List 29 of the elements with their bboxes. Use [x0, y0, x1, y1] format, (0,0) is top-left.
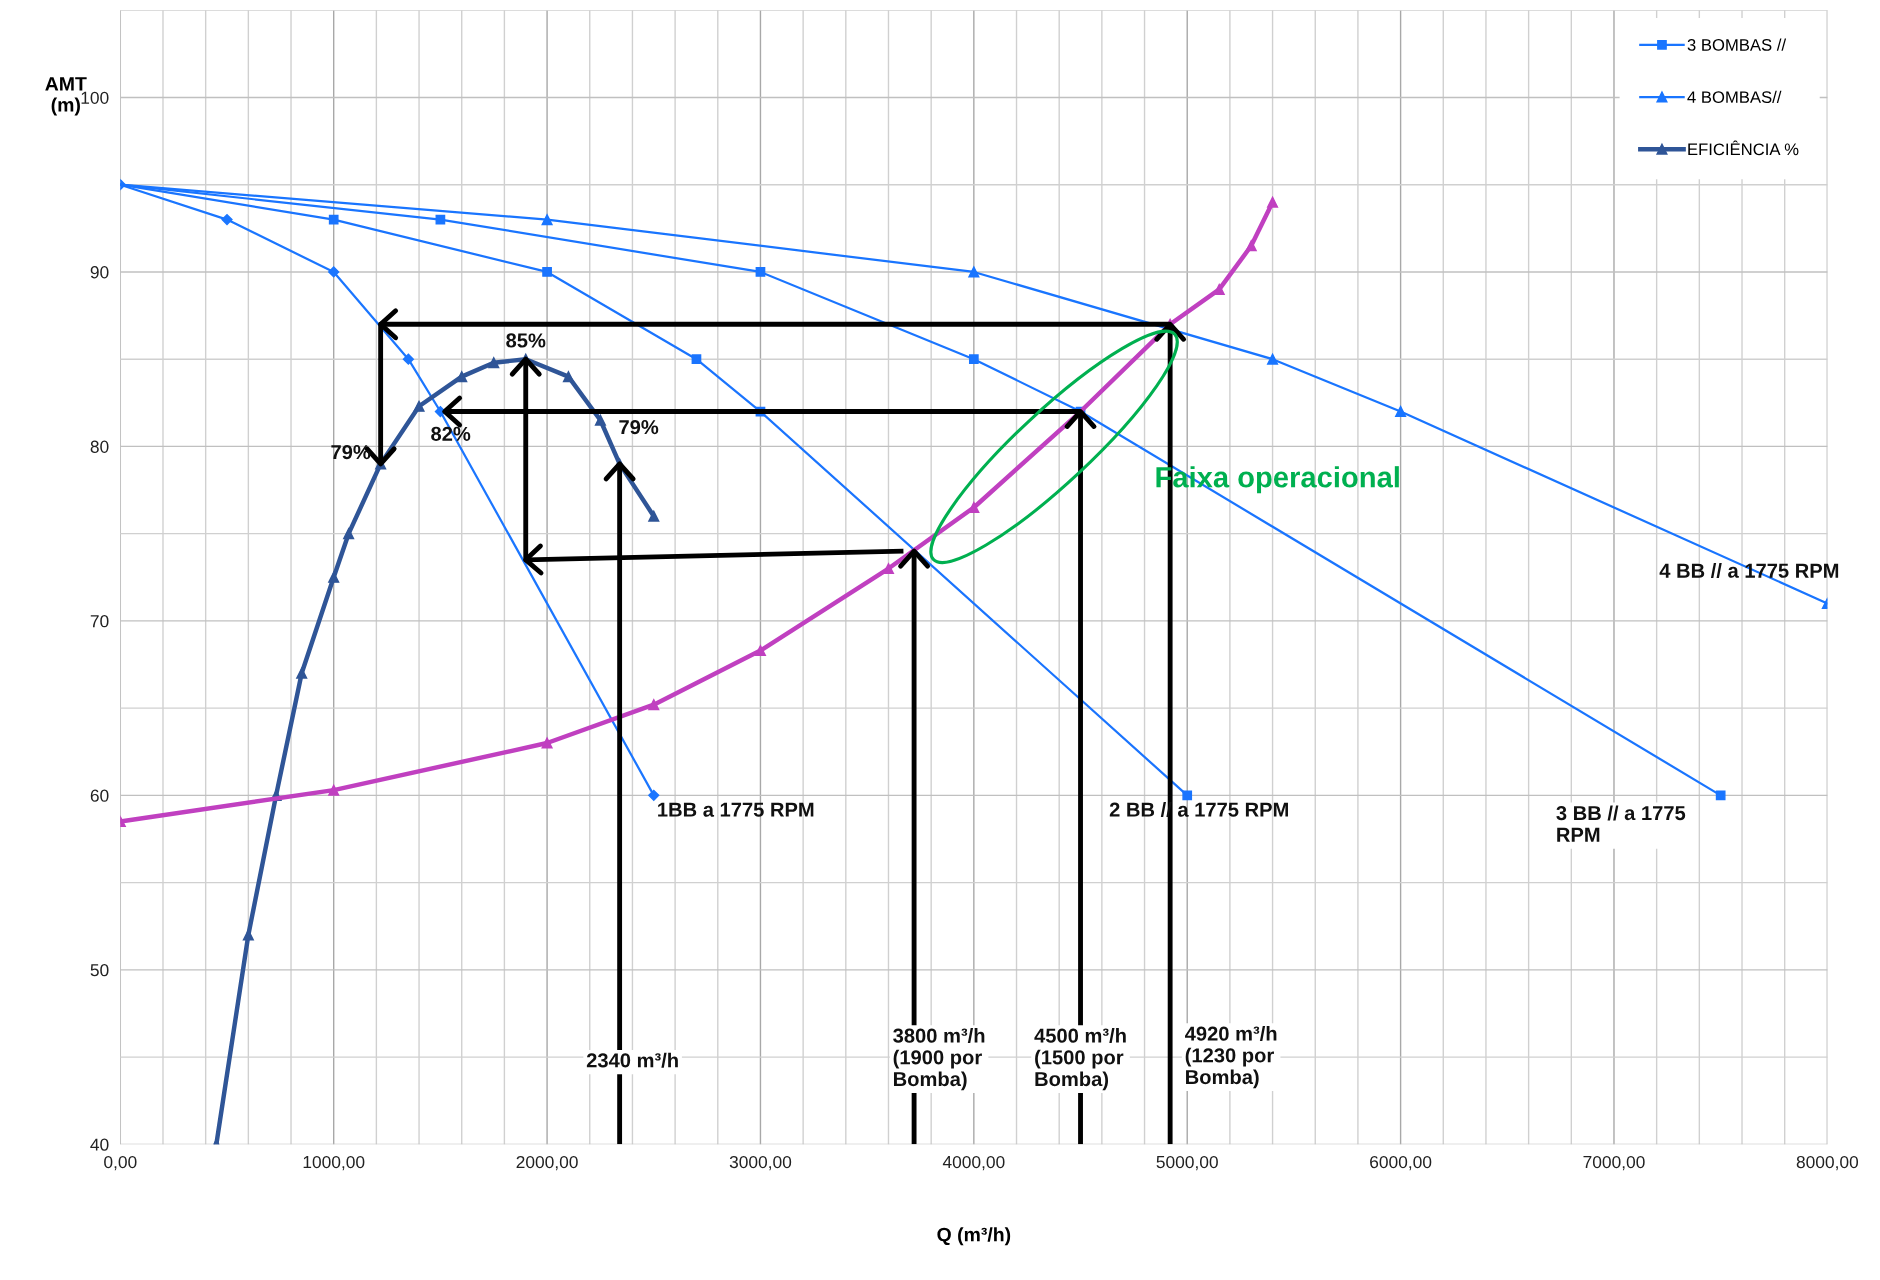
x-tick-label: 4000,00 — [942, 1155, 1005, 1171]
y-tick-label: 100 — [81, 91, 109, 104]
y-tick-label: 80 — [90, 440, 109, 453]
legend-label: 3 BOMBAS // — [1687, 38, 1787, 51]
annotation: 85% — [506, 333, 546, 348]
annotation: 3800 m³/h (1900 por Bomba) — [893, 1028, 985, 1091]
x-tick-label: 6000,00 — [1370, 1155, 1432, 1171]
annotation: 2340 m³/h — [586, 1052, 678, 1068]
x-tick-label: 7000,00 — [1583, 1155, 1645, 1171]
x-tick-label: 3000,00 — [729, 1155, 792, 1171]
x-tick-label: 0,00 — [104, 1155, 137, 1171]
x-tick-label: 8000,00 — [1796, 1155, 1859, 1171]
y-tick-label: 40 — [90, 1138, 109, 1151]
y-tick-label: 90 — [90, 266, 109, 279]
x-tick-label: 5000,00 — [1156, 1155, 1218, 1171]
y-tick-label: 60 — [90, 789, 109, 802]
x-tick-label: 1000,00 — [303, 1155, 365, 1171]
legend-label: 4 BOMBAS// — [1687, 90, 1782, 104]
annotation: 79% — [619, 420, 659, 435]
annotation: 1BB a 1775 RPM — [658, 802, 814, 817]
legend-label: EFICIÊNCIA % — [1688, 140, 1799, 156]
annotation: 4500 m³/h (1500 por Bomba) — [1034, 1028, 1126, 1091]
annotation: 3 BB // a 1775 RPM — [1556, 805, 1686, 842]
x-tick-label: 2000,00 — [516, 1155, 578, 1171]
x-axis-title: Q (m³/h) — [937, 1227, 1011, 1246]
y-tick-label: 50 — [90, 964, 109, 977]
y-tick-label: 70 — [90, 615, 109, 628]
annotation: 79% — [331, 445, 371, 460]
annotation: 4920 m³/h (1230 por Bomba) — [1185, 1026, 1277, 1089]
